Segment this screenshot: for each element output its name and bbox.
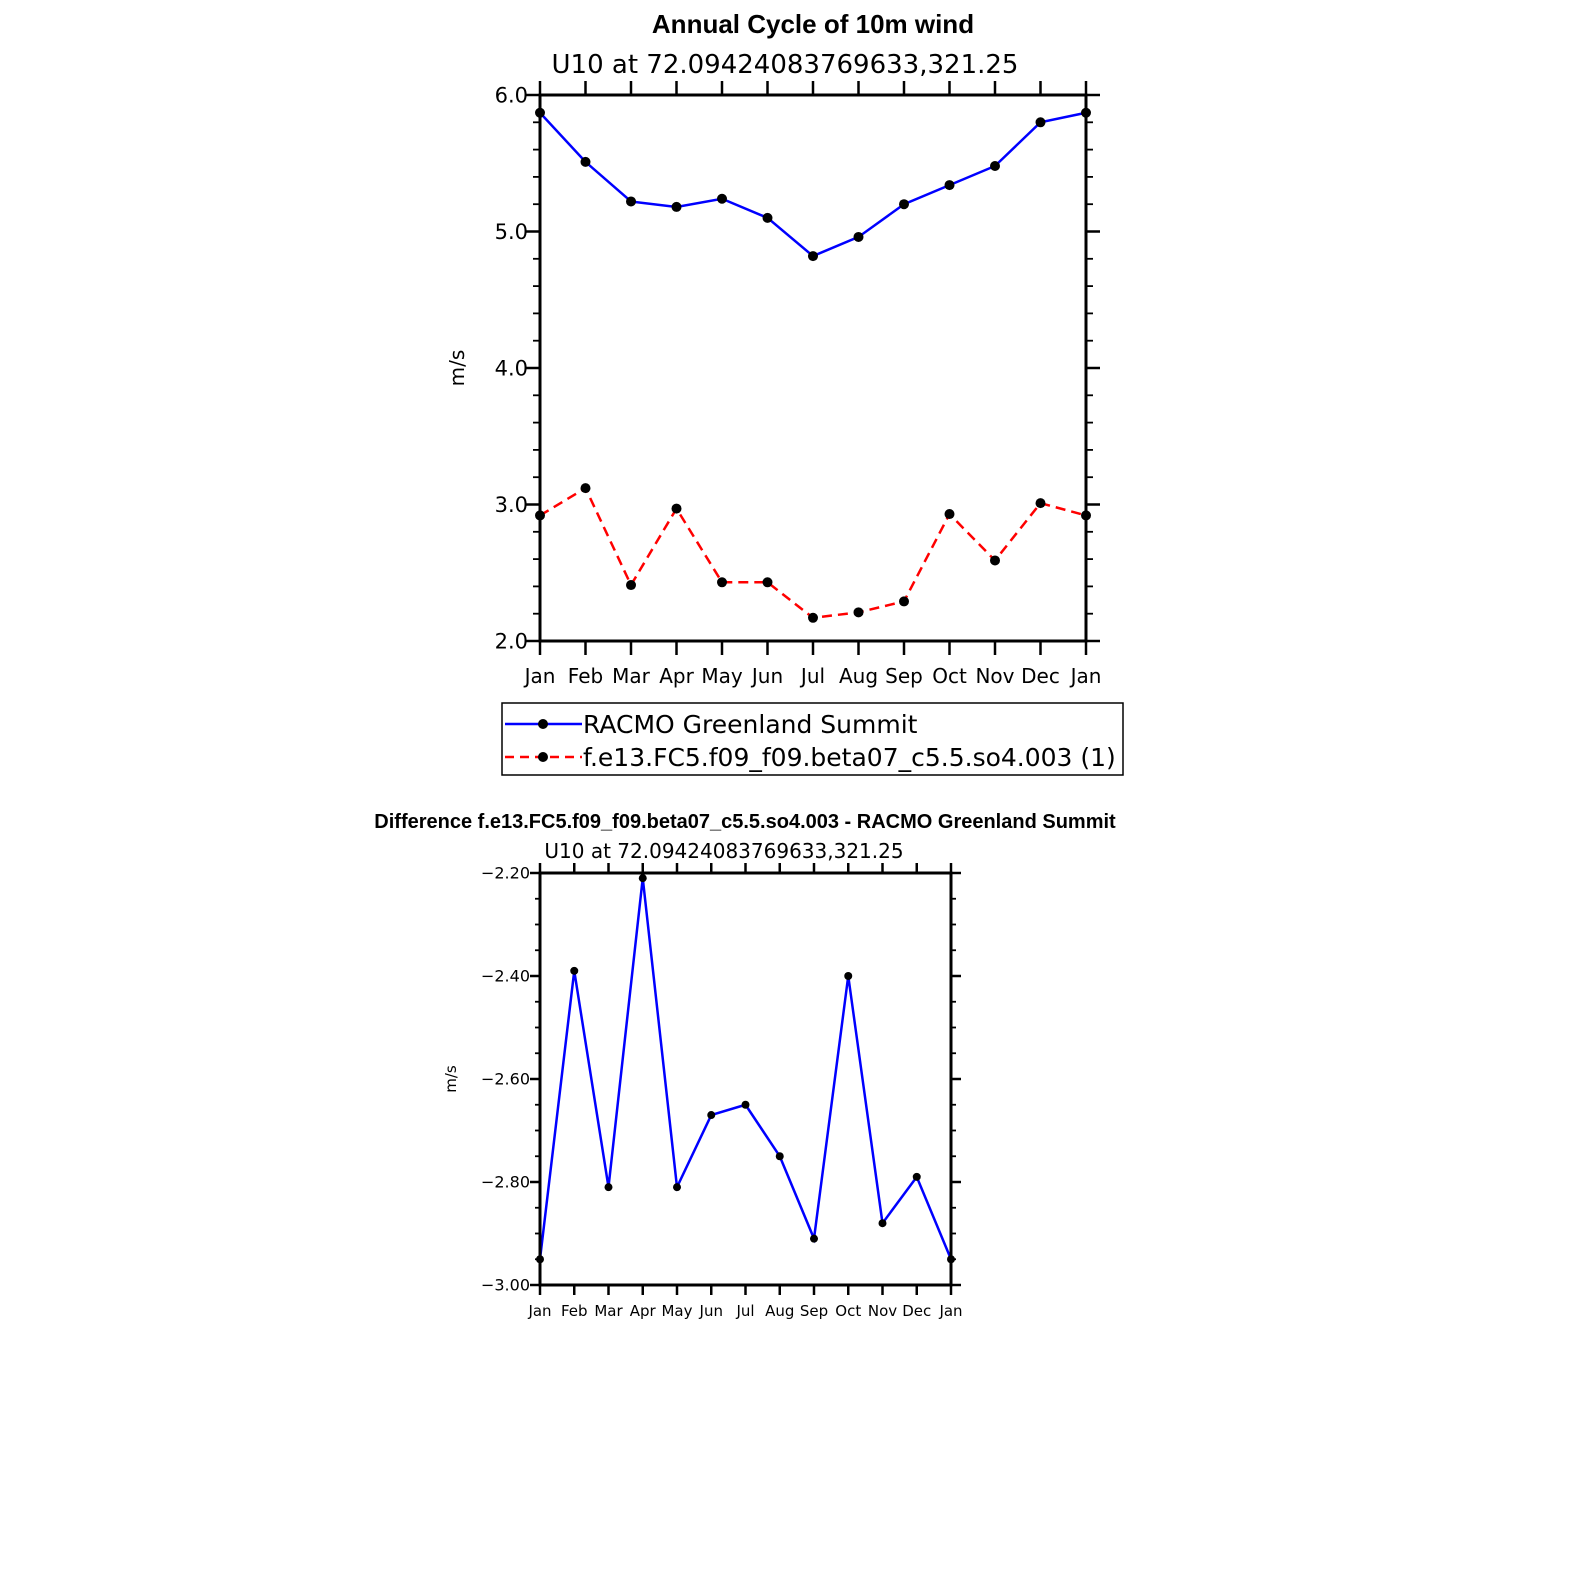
- series-0-point-5: [707, 1111, 716, 1120]
- x-tick-label-11: Dec: [902, 1302, 931, 1320]
- x-tick-label-9: Oct: [932, 664, 967, 688]
- legend: RACMO Greenland Summit f.e13.FC5.f09_f09…: [501, 702, 1124, 776]
- series-1-point-11: [1035, 498, 1046, 509]
- series-0-point-7: [853, 231, 864, 242]
- series-1-point-3: [671, 503, 682, 514]
- x-tick-label-5: Jun: [699, 1302, 723, 1320]
- y-tick-label-1: 3.0: [495, 493, 528, 517]
- series-0-point-10: [990, 160, 1000, 171]
- series-0-point-5: [762, 212, 773, 223]
- series-0-point-8: [899, 199, 909, 210]
- series-0-point-9: [844, 972, 853, 980]
- x-tick-label-3: Apr: [659, 664, 694, 688]
- series-0-point-3: [671, 201, 682, 212]
- y-tick-label-3: 5.0: [495, 220, 528, 244]
- x-tick-label-12: Jan: [938, 1302, 962, 1320]
- series-1-point-6: [808, 612, 818, 623]
- x-tick-label-7: Aug: [839, 664, 878, 688]
- series-1-point-8: [899, 596, 909, 607]
- x-tick-label-1: Feb: [568, 664, 603, 688]
- series-0-point-6: [741, 1100, 750, 1109]
- x-tick-label-12: Jan: [1069, 664, 1102, 688]
- series-1-point-1: [580, 483, 591, 494]
- chart-top: Annual Cycle of 10m wind U10 at 72.09424…: [445, 9, 1101, 688]
- y-tick-label-1: −2.80: [481, 1173, 530, 1192]
- chart-bottom: Difference f.e13.FC5.f09_f09.beta07_c5.5…: [374, 811, 1116, 1320]
- series-0-point-1: [580, 156, 591, 167]
- chart-top-title: Annual Cycle of 10m wind: [652, 9, 974, 39]
- chart-top-frame: [538, 93, 1088, 643]
- chart-top-series: [535, 107, 1091, 623]
- x-tick-label-1: Feb: [561, 1302, 588, 1320]
- chart-top-ylabel: m/s: [445, 350, 469, 387]
- y-tick-label-3: −2.40: [481, 967, 530, 986]
- chart-bottom-ticks: Jan Feb Mar Apr May Jun Jul Aug Sep Oct Nov Dec Jan −…: [481, 863, 963, 1320]
- y-tick-label-2: 4.0: [495, 356, 528, 380]
- chart-bottom-subtitle: U10 at 72.09424083769633,321.25: [544, 839, 903, 863]
- series-0-point-11: [1035, 117, 1046, 128]
- series-1-point-5: [762, 577, 773, 588]
- y-tick-label-2: −2.60: [481, 1070, 530, 1089]
- x-tick-label-10: Nov: [868, 1302, 897, 1320]
- x-tick-label-2: Mar: [612, 664, 651, 688]
- chart-top-ticks: Jan Feb Mar Apr May Jun Jul Aug Sep Oct Nov Dec Jan 2…: [495, 81, 1102, 688]
- series-0-point-10: [878, 1219, 887, 1228]
- x-tick-label-6: Jul: [735, 1302, 754, 1320]
- x-tick-label-4: May: [661, 1302, 692, 1320]
- legend-model-marker: [538, 752, 548, 762]
- series-1-point-7: [853, 607, 864, 618]
- x-tick-label-4: May: [701, 664, 743, 688]
- y-tick-label-4: 6.0: [495, 83, 528, 107]
- series-1-point-2: [626, 580, 636, 591]
- series-line-1: [539, 486, 1087, 620]
- series-0-point-7: [775, 1152, 784, 1161]
- legend-model-label: f.e13.FC5.f09_f09.beta07_c5.5.so4.003 (1…: [583, 743, 1116, 772]
- chart-top-subtitle: U10 at 72.09424083769633,321.25: [552, 50, 1019, 80]
- legend-racmo-marker: [538, 719, 548, 729]
- series-0-point-4: [717, 193, 727, 204]
- chart-bottom-series: [536, 874, 955, 1264]
- x-tick-label-3: Apr: [630, 1302, 657, 1320]
- x-tick-label-11: Dec: [1021, 664, 1060, 688]
- series-line-0: [539, 111, 1087, 258]
- y-tick-label-0: 2.0: [495, 629, 528, 653]
- series-1-point-9: [944, 509, 955, 520]
- x-tick-label-8: Sep: [885, 664, 923, 688]
- x-tick-label-5: Jun: [750, 664, 783, 688]
- x-tick-label-8: Sep: [800, 1302, 828, 1320]
- series-0-point-8: [810, 1234, 818, 1243]
- series-0-point-1: [570, 966, 579, 975]
- series-0-point-11: [912, 1172, 921, 1181]
- series-0-point-3: [638, 874, 647, 883]
- series-0-point-9: [944, 180, 955, 191]
- chart-bottom-ylabel: m/s: [442, 1065, 460, 1093]
- x-tick-label-7: Aug: [765, 1302, 794, 1320]
- series-0-point-2: [626, 196, 636, 207]
- x-tick-label-0: Jan: [527, 1302, 551, 1320]
- x-tick-label-10: Nov: [975, 664, 1014, 688]
- series-1-point-4: [717, 577, 727, 588]
- series-0-point-4: [673, 1183, 681, 1192]
- x-tick-label-2: Mar: [594, 1302, 623, 1320]
- x-tick-label-0: Jan: [523, 664, 556, 688]
- y-tick-label-0: −3.00: [481, 1276, 530, 1295]
- series-0-point-2: [604, 1183, 613, 1192]
- series-line-0: [538, 878, 953, 1260]
- series-1-point-10: [990, 555, 1000, 566]
- x-tick-label-6: Jul: [799, 664, 825, 688]
- legend-box: [501, 702, 1124, 776]
- chart-bottom-frame: [538, 871, 953, 1287]
- chart-bottom-title: Difference f.e13.FC5.f09_f09.beta07_c5.5…: [374, 811, 1116, 833]
- x-tick-label-9: Oct: [835, 1302, 861, 1320]
- legend-racmo-label: RACMO Greenland Summit: [583, 710, 918, 739]
- series-0-point-6: [808, 251, 818, 262]
- y-tick-label-4: −2.20: [481, 864, 530, 883]
